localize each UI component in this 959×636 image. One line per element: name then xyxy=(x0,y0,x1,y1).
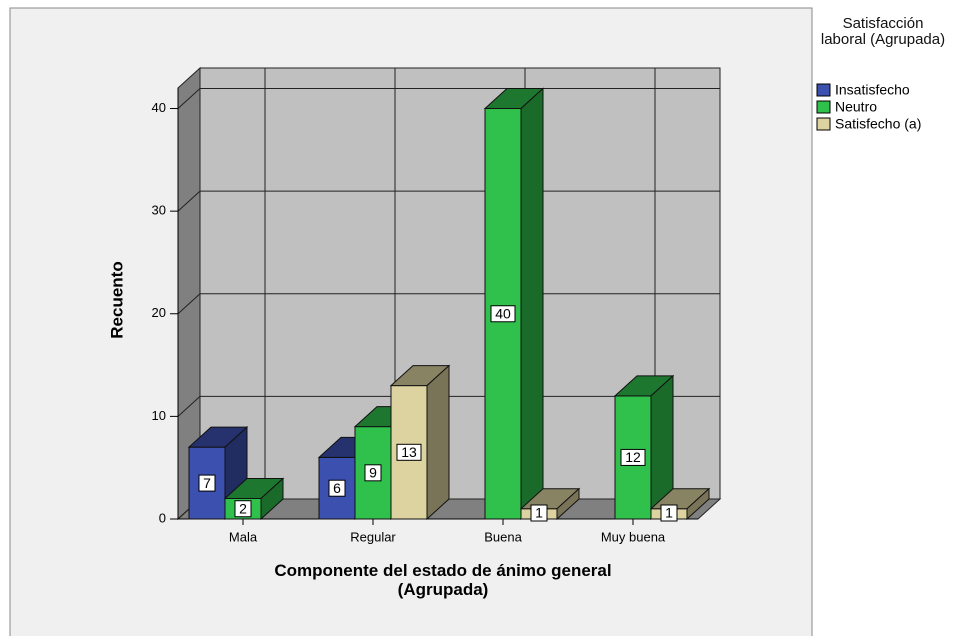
legend-label: Insatisfecho xyxy=(835,82,910,98)
data-label: 9 xyxy=(369,465,377,481)
data-label: 1 xyxy=(535,505,543,521)
legend-swatch xyxy=(816,83,831,97)
grid-line xyxy=(177,190,201,212)
y-tick-label: 10 xyxy=(152,408,166,423)
legend-title: Satisfacción laboral (Agrupada) xyxy=(820,15,946,48)
data-label: 1 xyxy=(665,505,673,521)
bar-side xyxy=(520,87,544,521)
data-label-box xyxy=(396,443,422,461)
x-axis-label: Componente del estado de ánimo general (… xyxy=(274,561,612,599)
data-label-box xyxy=(328,479,346,497)
data-label: 40 xyxy=(495,305,511,321)
x-tick-label: Muy buena xyxy=(601,529,666,544)
grid-line xyxy=(177,293,201,315)
legend-swatch xyxy=(816,100,831,114)
x-tick-label: Regular xyxy=(350,529,396,544)
data-label: 6 xyxy=(333,480,341,496)
data-label-box xyxy=(234,500,252,518)
data-label-box xyxy=(530,504,548,522)
data-label-box xyxy=(490,305,516,323)
data-label: 7 xyxy=(203,475,211,491)
y-tick-label: 20 xyxy=(152,305,166,320)
y-tick-label: 30 xyxy=(152,203,166,218)
legend-swatch xyxy=(816,117,831,131)
data-label-box xyxy=(620,448,646,466)
data-label: 12 xyxy=(625,449,641,465)
legend-label: Neutro xyxy=(835,99,877,115)
y-axis-label: Recuento xyxy=(107,261,126,338)
bar-side xyxy=(260,477,284,521)
data-label: 13 xyxy=(401,444,417,460)
bar-side xyxy=(686,487,710,521)
legend-label: Satisfecho (a) xyxy=(835,116,921,132)
x-tick-label: Buena xyxy=(484,529,522,544)
y-tick-label: 40 xyxy=(152,100,166,115)
grid-line xyxy=(177,396,201,417)
bar-side xyxy=(426,364,450,521)
data-label-box xyxy=(198,474,216,492)
bar-side xyxy=(556,487,580,521)
data-label: 2 xyxy=(239,500,247,516)
y-tick-label: 0 xyxy=(159,510,166,525)
data-label-box xyxy=(660,504,678,522)
x-tick-label: Mala xyxy=(229,529,258,544)
data-label-box xyxy=(364,464,382,482)
grid-line xyxy=(177,88,201,109)
